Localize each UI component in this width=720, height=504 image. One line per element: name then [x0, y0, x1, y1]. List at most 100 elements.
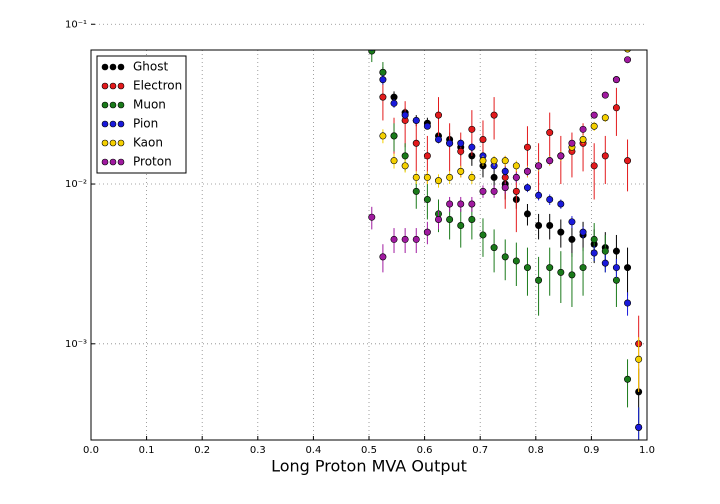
- data-point: [379, 132, 387, 140]
- data-point: [535, 222, 543, 230]
- data-point: [434, 135, 442, 143]
- x-tick-label: 0.3: [250, 445, 266, 456]
- legend-marker: [109, 158, 117, 166]
- x-tick-label: 0.4: [305, 445, 321, 456]
- data-point: [523, 264, 531, 272]
- data-point: [568, 139, 576, 147]
- data-point: [546, 157, 554, 165]
- data-point: [523, 184, 531, 192]
- legend-marker: [117, 120, 125, 128]
- legend-marker: [109, 101, 117, 109]
- data-point: [612, 76, 620, 84]
- data-point: [390, 235, 398, 243]
- data-point: [612, 104, 620, 112]
- legend-label: Ghost: [133, 60, 168, 74]
- data-point: [501, 184, 509, 192]
- plot-data: [368, 50, 643, 440]
- data-point: [535, 191, 543, 199]
- x-axis-label: Long Proton MVA Output: [271, 457, 467, 476]
- data-point: [557, 200, 565, 208]
- data-point: [590, 249, 598, 257]
- data-point: [624, 375, 632, 383]
- data-point: [379, 76, 387, 84]
- data-point: [601, 259, 609, 267]
- data-point: [379, 93, 387, 101]
- data-point: [446, 200, 454, 208]
- x-tick-label: 0.8: [528, 445, 544, 456]
- data-point: [601, 152, 609, 160]
- data-point: [390, 99, 398, 107]
- y-tick-label: 10⁻²: [65, 179, 87, 190]
- legend-marker: [109, 63, 117, 71]
- y-tick-label: 10⁻¹: [65, 19, 87, 30]
- data-point: [635, 423, 643, 431]
- x-tick-label: 0.2: [194, 445, 210, 456]
- data-point: [468, 125, 476, 133]
- data-point: [468, 173, 476, 181]
- legend-marker: [117, 82, 125, 90]
- data-point: [590, 111, 598, 119]
- data-point: [612, 276, 620, 284]
- data-point: [390, 132, 398, 140]
- data-point: [368, 50, 376, 55]
- legend-marker: [101, 139, 109, 147]
- data-point: [423, 228, 431, 236]
- data-point: [568, 271, 576, 279]
- legend-label: Kaon: [133, 136, 163, 150]
- data-point: [434, 111, 442, 119]
- x-tick-label: 0.5: [361, 445, 377, 456]
- data-point: [535, 276, 543, 284]
- data-point: [557, 152, 565, 160]
- x-tick-label: 1.0: [639, 445, 655, 456]
- data-point: [601, 247, 609, 255]
- data-point: [490, 244, 498, 252]
- legend-label: Pion: [133, 117, 158, 131]
- data-point: [512, 257, 520, 265]
- data-point: [412, 173, 420, 181]
- data-point: [501, 253, 509, 261]
- data-point: [490, 157, 498, 165]
- data-point: [457, 139, 465, 147]
- data-point: [457, 147, 465, 155]
- legend-marker: [101, 101, 109, 109]
- data-point: [490, 111, 498, 119]
- legend-marker: [101, 82, 109, 90]
- legend-label: Muon: [133, 98, 166, 112]
- data-point: [546, 222, 554, 230]
- data-point: [368, 213, 376, 221]
- data-point: [446, 215, 454, 223]
- legend-marker: [101, 120, 109, 128]
- data-point: [423, 152, 431, 160]
- legend-label: Electron: [133, 79, 182, 93]
- data-point: [423, 173, 431, 181]
- data-point: [512, 187, 520, 195]
- data-point: [434, 177, 442, 185]
- legend-marker: [109, 82, 117, 90]
- data-point: [468, 143, 476, 151]
- data-point: [612, 264, 620, 272]
- data-point: [579, 228, 587, 236]
- data-point: [590, 235, 598, 243]
- x-tick-label: 0.1: [139, 445, 155, 456]
- data-point: [624, 56, 632, 64]
- data-point: [412, 116, 420, 124]
- data-point: [412, 235, 420, 243]
- legend-marker: [117, 139, 125, 147]
- data-point: [423, 196, 431, 204]
- data-point: [501, 157, 509, 165]
- data-point: [568, 235, 576, 243]
- data-point: [557, 268, 565, 276]
- data-point: [401, 111, 409, 119]
- data-point: [457, 222, 465, 230]
- data-point: [579, 135, 587, 143]
- data-point: [490, 173, 498, 181]
- x-tick-label: 0.6: [417, 445, 433, 456]
- data-point: [590, 122, 598, 130]
- x-tick-label: 0.7: [472, 445, 488, 456]
- data-point: [401, 152, 409, 160]
- legend-marker: [101, 63, 109, 71]
- data-point: [390, 157, 398, 165]
- data-point: [379, 253, 387, 261]
- legend-marker: [109, 120, 117, 128]
